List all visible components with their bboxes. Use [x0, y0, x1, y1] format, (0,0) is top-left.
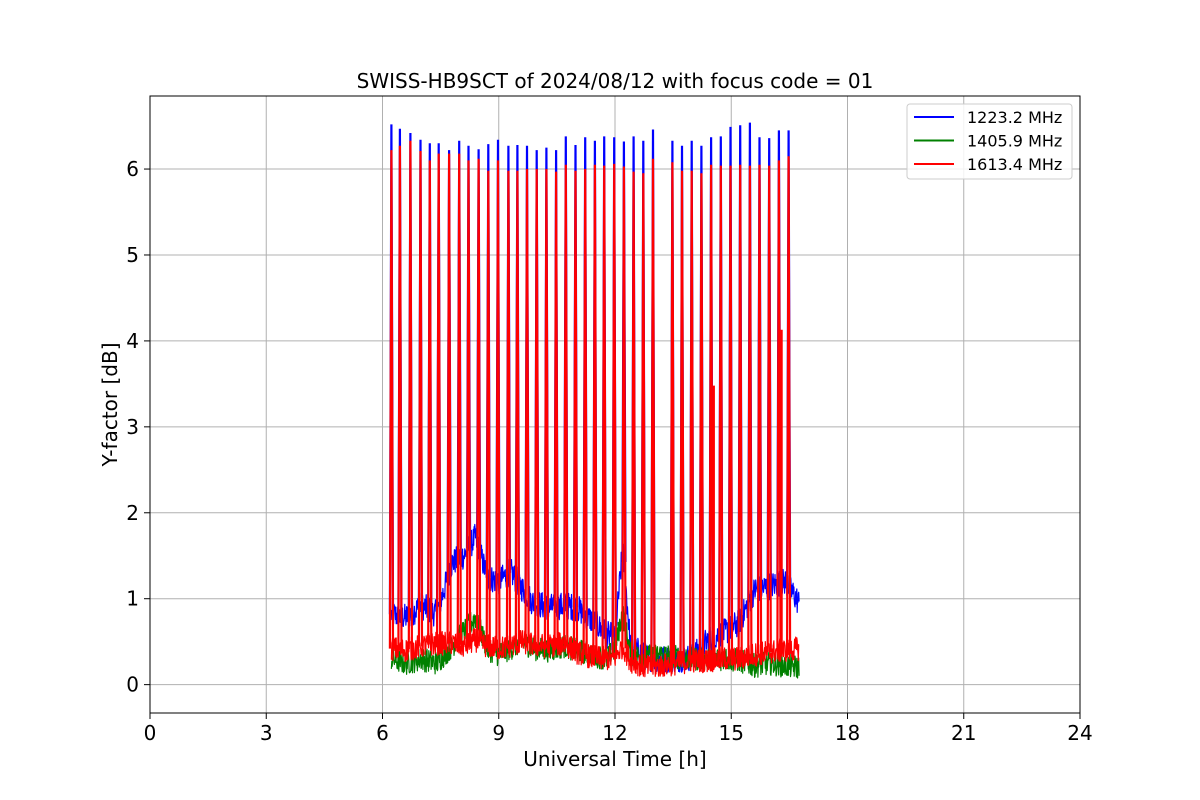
series-spike: [514, 170, 520, 644]
x-tick-label: 12: [602, 721, 627, 745]
legend-label: 1613.4 MHz: [967, 155, 1062, 174]
legend-box: [906, 103, 1073, 180]
x-tick-label: 21: [951, 721, 976, 745]
series-spike: [495, 160, 501, 649]
series-spike: [505, 170, 512, 647]
y-tick-label: 1: [126, 587, 139, 611]
legend-label: 1405.9 MHz: [967, 132, 1062, 151]
series-layer: [388, 122, 800, 679]
series-spike: [446, 153, 452, 644]
series-spike: [756, 164, 763, 654]
series-spike: [737, 164, 743, 659]
y-tick-label: 4: [126, 329, 139, 353]
x-tick-label: 24: [1067, 721, 1092, 745]
series-spike: [582, 168, 588, 656]
x-tick-label: 9: [492, 721, 505, 745]
chart-title: SWISS-HB9SCT of 2024/08/12 with focus co…: [357, 69, 874, 93]
series-spike: [786, 156, 792, 650]
x-tick-label: 3: [260, 721, 273, 745]
x-tick-label: 6: [376, 721, 389, 745]
series-spike: [621, 166, 627, 649]
series-spike: [698, 173, 705, 661]
x-tick-label: 15: [719, 721, 744, 745]
series-spike: [388, 150, 395, 649]
series-spike: [524, 168, 530, 644]
series-spike: [718, 165, 724, 660]
y-tick-label: 2: [126, 501, 139, 525]
y-tick-label: 3: [126, 415, 139, 439]
series-spike: [592, 164, 598, 658]
series-spike: [476, 158, 482, 642]
series-spike: [397, 145, 403, 650]
series-spike: [631, 171, 637, 663]
series-spike: [465, 160, 472, 644]
legend: 1223.2 MHz 1405.9 MHz 1613.4 MHz: [906, 103, 1073, 180]
series-spike: [417, 150, 424, 647]
series-spike: [601, 165, 607, 659]
series-spike: [553, 171, 559, 645]
x-tick-label: 0: [144, 721, 157, 745]
series-spike: [747, 165, 753, 656]
legend-label: 1223.2 MHz: [967, 108, 1062, 127]
series-spike: [776, 160, 782, 652]
series-spike: [708, 164, 714, 661]
series-spike: [727, 165, 734, 659]
series-spike: [766, 165, 772, 653]
series-spike: [543, 168, 550, 646]
series-spike: [572, 170, 579, 652]
series-spike: [407, 140, 413, 650]
x-tick-label: 18: [835, 721, 860, 745]
series-spike: [456, 153, 462, 645]
series-spike: [611, 163, 617, 658]
series-spike: [485, 170, 491, 647]
series-spike: [563, 164, 569, 645]
y-tick-label: 0: [126, 673, 139, 697]
x-axis-title: Universal Time [h]: [523, 747, 706, 771]
y-tick-label: 5: [126, 243, 139, 267]
series-spike: [689, 170, 695, 661]
series-spike: [679, 170, 685, 663]
y-axis-title: Y-factor [dB]: [98, 342, 122, 467]
series-spike: [650, 158, 656, 667]
y-tick-label: 6: [126, 157, 139, 181]
series-spike: [427, 160, 433, 645]
series-spike: [436, 153, 442, 644]
series-spike: [640, 173, 646, 667]
series-spike: [534, 168, 540, 646]
